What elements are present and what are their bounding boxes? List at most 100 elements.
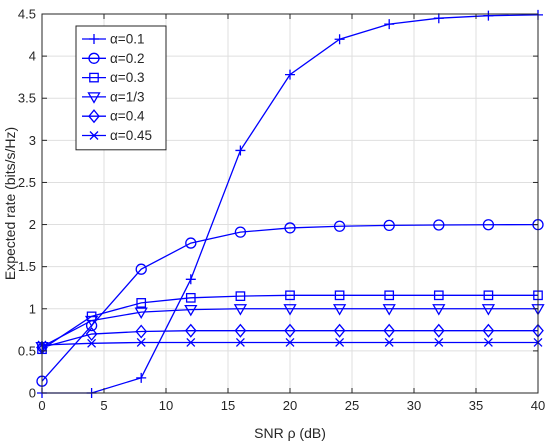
x-tick-label: 10 [159, 398, 173, 413]
series-1-plus-marker [433, 13, 444, 24]
ticks: 0 5 10 15 20 25 30 35 40 0 0.5 1 1.5 2 2.5 3 3.5 4 4.5 [18, 7, 545, 414]
series-3-square-marker [185, 292, 196, 303]
y-tick-label: 2 [29, 217, 36, 232]
legend-item-1: α=0.1 [82, 32, 144, 47]
series-6-x-marker [384, 338, 394, 347]
x-tick-label: 30 [407, 398, 421, 413]
series-3-square-marker [334, 290, 345, 301]
series-4-triangle-marker [481, 304, 496, 316]
series-6-x-marker [483, 338, 493, 347]
series-3-square-marker [136, 298, 147, 308]
legend-plus-marker [89, 34, 99, 44]
series-6-x-marker [136, 338, 146, 347]
series-5-diamond-marker [85, 327, 98, 342]
y-tick-label: 2.5 [18, 175, 36, 190]
series-6-x-marker [434, 338, 444, 347]
legend-circle-marker [88, 52, 100, 64]
y-tick-label: 3.5 [18, 91, 36, 106]
legend: α=0.1 α=0.2 α=0.3 α=1/3 α=0.4 α=0.45 [75, 25, 167, 151]
series-3-square-marker [483, 290, 494, 301]
legend-label: α=1/3 [110, 89, 144, 104]
y-tick-label: 1.5 [18, 259, 36, 274]
series-5-diamond-marker [135, 324, 148, 339]
legend-diamond-marker [88, 109, 100, 124]
x-tick-label: 35 [469, 398, 483, 413]
series-5-diamond-marker [184, 323, 197, 338]
x-tick-label: 15 [221, 398, 235, 413]
series-2-circle-marker [234, 226, 247, 238]
series-2-circle-marker [135, 263, 147, 275]
series-4-triangle-marker [84, 315, 99, 328]
x-axis-label: SNR ρ (dB) [254, 425, 326, 441]
series-1-plus-marker [334, 34, 345, 45]
x-tick-label: 20 [283, 398, 297, 413]
x-tick-label: 0 [38, 398, 45, 413]
legend-x-marker [89, 131, 99, 140]
series-3-line [41, 294, 538, 350]
series-5-diamond-marker [482, 323, 495, 338]
y-tick-label: 4 [29, 49, 36, 64]
series-5 [36, 323, 544, 355]
series-2-circle-marker [433, 219, 445, 231]
y-tick-label: 1 [29, 301, 36, 316]
legend-square-marker [89, 72, 99, 83]
series-6-x-marker [285, 338, 295, 347]
series-5-diamond-marker [284, 323, 296, 338]
series-3-square-marker [384, 290, 395, 301]
legend-label: α=0.2 [110, 51, 144, 66]
legend-item-5: α=0.4 [82, 109, 145, 124]
series-6-x-marker [335, 338, 345, 347]
series-2-line [41, 223, 539, 382]
series-6 [37, 338, 543, 350]
y-tick-label: 3 [29, 133, 36, 148]
series-3-square-marker [433, 290, 444, 301]
series-4-line [41, 308, 538, 348]
series-2-circle-marker [284, 222, 296, 234]
legend-label: α=0.3 [110, 70, 144, 85]
legend-item-6: α=0.45 [82, 128, 152, 143]
series-2 [36, 218, 544, 387]
legend-item-3: α=0.3 [82, 70, 144, 85]
legend-label: α=0.1 [110, 32, 144, 47]
series-6-x-marker [186, 338, 196, 347]
series-4-triangle-marker [332, 304, 347, 316]
legend-box [75, 25, 167, 151]
y-tick-label: 0 [29, 386, 36, 401]
x-tick-label: 25 [345, 398, 359, 413]
series-2-circle-marker [383, 219, 395, 232]
series-4-triangle-marker [283, 304, 297, 316]
series-4-triangle-marker [184, 304, 198, 317]
legend-label: α=0.45 [110, 128, 152, 143]
series-1-plus-marker [235, 145, 246, 156]
series-5-diamond-marker [432, 323, 445, 338]
series-5-diamond-marker [234, 323, 247, 338]
series-3-square-marker [285, 290, 295, 301]
series-4-triangle-marker [134, 307, 148, 319]
series-6-x-marker [87, 338, 97, 348]
series-4-triangle-marker [233, 304, 248, 316]
x-tick-label: 40 [531, 398, 545, 413]
series-2-circle-marker [185, 237, 197, 249]
series-1-plus-marker [483, 10, 494, 21]
legend-label: α=0.4 [110, 109, 145, 124]
series-4-triangle-marker [382, 304, 396, 316]
series-3-square-marker [235, 291, 246, 301]
series-1-plus-marker [185, 274, 196, 285]
series-1-plus-marker [384, 19, 395, 30]
y-tick-label: 4.5 [18, 7, 36, 22]
y-tick-label: 0.5 [18, 343, 36, 358]
series-5-line [41, 330, 538, 349]
legend-item-2: α=0.2 [82, 51, 144, 66]
x-tick-label: 5 [100, 398, 107, 413]
series-6-x-marker [235, 338, 245, 347]
y-axis-label: Expected rate (bits/s/Hz) [2, 127, 18, 280]
series-1-plus-marker [136, 372, 147, 383]
series-4-triangle-marker [432, 304, 446, 316]
legend-triangle-marker [87, 92, 101, 104]
series-2-circle-marker [482, 219, 495, 231]
series-1-plus-marker [285, 69, 295, 80]
series-5-diamond-marker [333, 323, 346, 338]
legend-item-4: α=1/3 [82, 89, 144, 104]
series-2-circle-marker [333, 220, 346, 232]
